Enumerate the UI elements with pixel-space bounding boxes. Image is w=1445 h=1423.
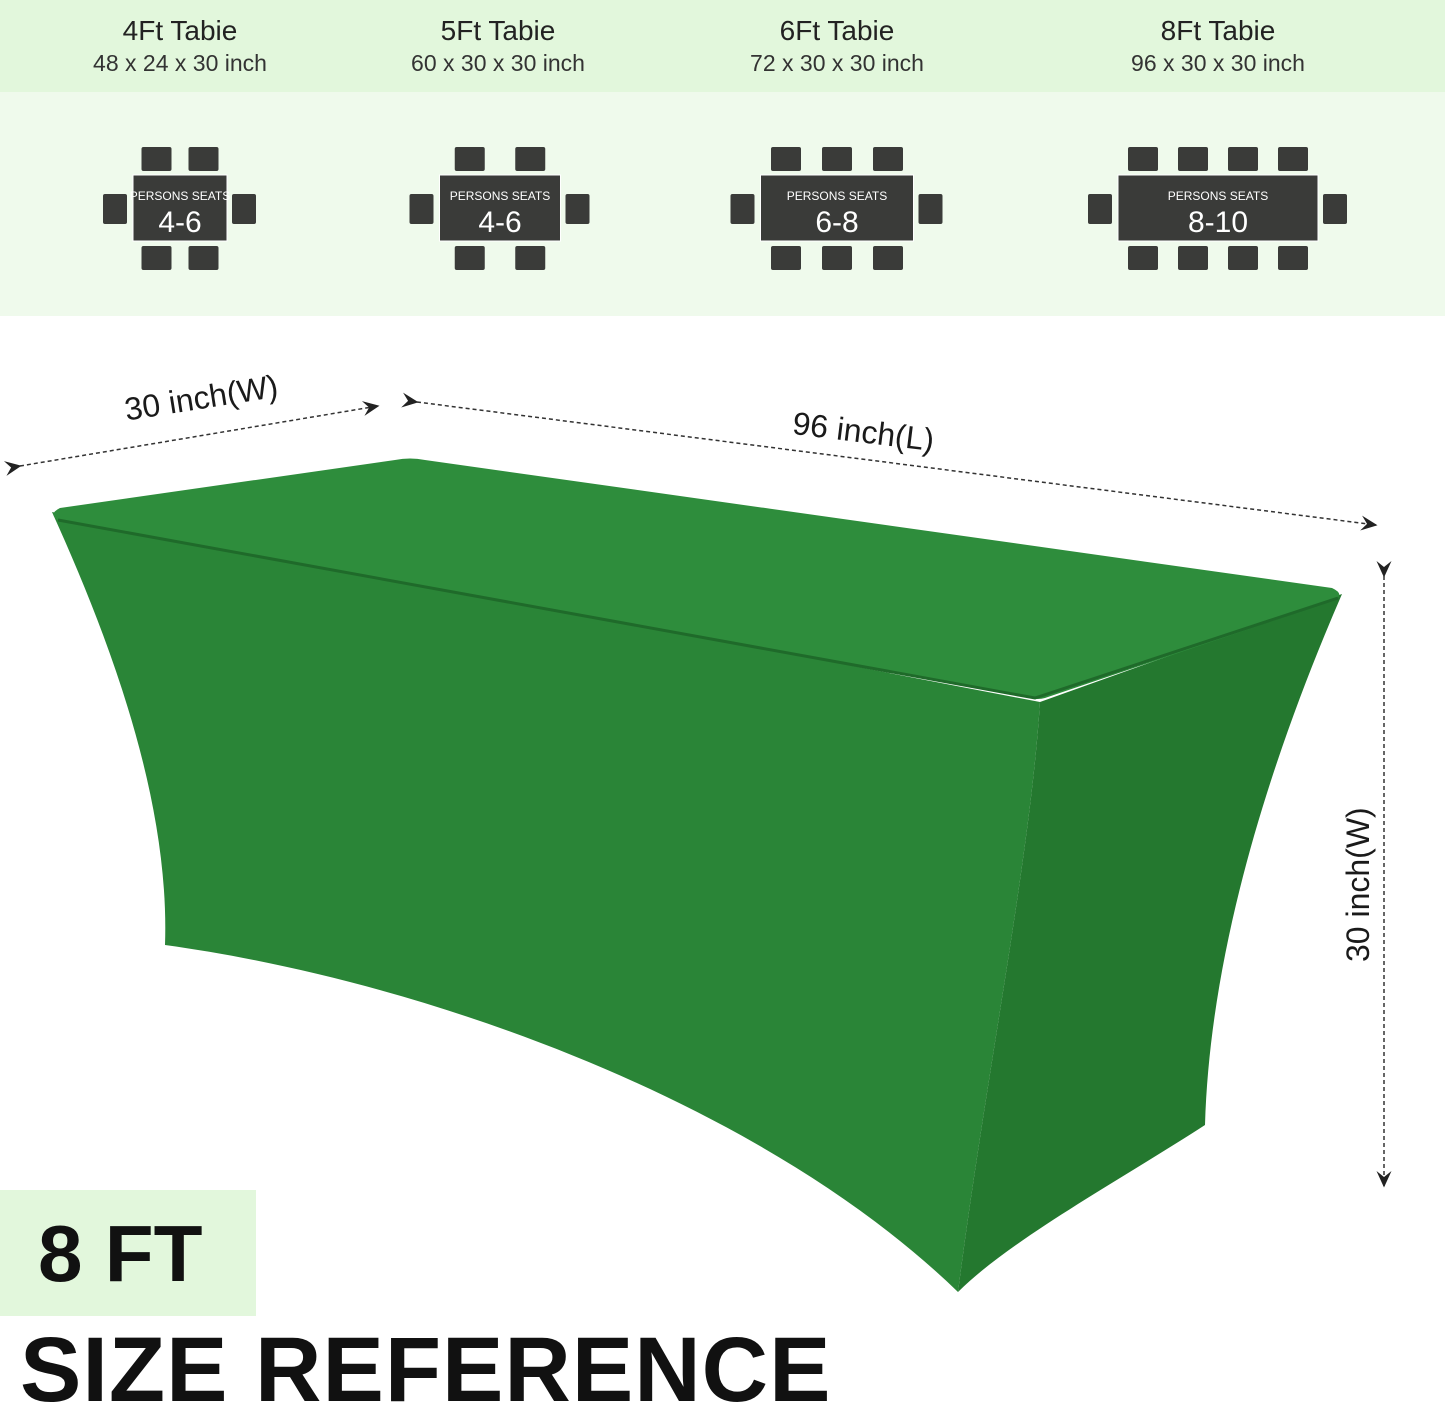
- chair-icon: [565, 194, 590, 224]
- chair-icon: [232, 194, 256, 224]
- chair-icon: [1178, 147, 1208, 171]
- seats-label: PERSONS SEATS: [450, 189, 550, 203]
- chair-icon: [141, 246, 172, 270]
- cover-side-face: [958, 594, 1342, 1292]
- chair-icon: [1178, 246, 1208, 270]
- chair-icon: [873, 246, 903, 270]
- size-6ft: 6Ft Tabie 72 x 30 x 30 inch: [657, 14, 1017, 78]
- chair-icon: [822, 246, 852, 270]
- chair-icon: [1088, 194, 1112, 224]
- chair-icon: [771, 147, 801, 171]
- size-dims: 96 x 30 x 30 inch: [1131, 50, 1305, 76]
- size-name: 6Ft Tabie: [779, 15, 895, 46]
- chair-icon: [188, 246, 219, 270]
- chair-icon: [771, 246, 801, 270]
- size-header-band: [0, 0, 1445, 92]
- size-8ft: 8Ft Tabie 96 x 30 x 30 inch: [1038, 14, 1398, 78]
- page-title: SIZE REFERENCE: [20, 1319, 832, 1421]
- cover-top: [53, 458, 1340, 699]
- width-arrow: [3, 401, 380, 476]
- chair-icon: [515, 246, 546, 270]
- chair-icon: [822, 147, 852, 171]
- seats-count: 4-6: [478, 206, 521, 239]
- seats-label: PERSONS SEATS: [787, 189, 887, 203]
- size-name: 5Ft Tabie: [440, 15, 556, 46]
- badge-text: 8 FT: [38, 1209, 203, 1298]
- chair-icon: [730, 194, 755, 224]
- chair-icon: [1278, 147, 1308, 171]
- chair-icon: [141, 147, 172, 171]
- chair-icon: [1128, 147, 1158, 171]
- table-icon: [1117, 174, 1319, 242]
- seats-count: 4-6: [158, 206, 201, 239]
- size-dims: 60 x 30 x 30 inch: [411, 50, 585, 76]
- chair-icon: [188, 147, 219, 171]
- chair-icon: [454, 246, 485, 270]
- chair-icon: [1128, 246, 1158, 270]
- seats-count: 8-10: [1188, 206, 1248, 239]
- size-name: 8Ft Tabie: [1160, 15, 1276, 46]
- chair-icon: [1278, 246, 1308, 270]
- cover-front-face: [52, 512, 1040, 1292]
- seating-diagrams: PERSONS SEATS 4-6 PERSONS SEATS 4-6 PERSONS …: [103, 147, 1347, 270]
- chair-icon: [873, 147, 903, 171]
- size-dims: 48 x 24 x 30 inch: [93, 50, 267, 76]
- table-icon: [132, 174, 228, 242]
- chair-icon: [515, 147, 546, 171]
- chair-icon: [1228, 147, 1258, 171]
- size-name: 4Ft Tabie: [122, 15, 238, 46]
- length-arrow: [401, 392, 1378, 531]
- size-5ft: 5Ft Tabie 60 x 30 x 30 inch: [318, 14, 678, 78]
- chair-icon: [454, 147, 485, 171]
- size-dims: 72 x 30 x 30 inch: [750, 50, 924, 76]
- size-badge: 8 FT: [0, 1190, 256, 1316]
- seats-label: PERSONS SEATS: [130, 189, 230, 203]
- table-icon: [439, 174, 561, 242]
- cover-seam: [57, 518, 1339, 700]
- size-4ft: 4Ft Tabie 48 x 24 x 30 inch: [0, 14, 360, 78]
- chair-icon: [918, 194, 943, 224]
- chair-icon: [1323, 194, 1347, 224]
- seats-count: 6-8: [815, 206, 858, 239]
- table-icon: [760, 174, 914, 242]
- height-label: 30 inch(W): [1340, 807, 1376, 962]
- chair-icon: [103, 194, 127, 224]
- chair-icon: [1228, 246, 1258, 270]
- seats-label: PERSONS SEATS: [1168, 189, 1268, 203]
- chair-icon: [409, 194, 434, 224]
